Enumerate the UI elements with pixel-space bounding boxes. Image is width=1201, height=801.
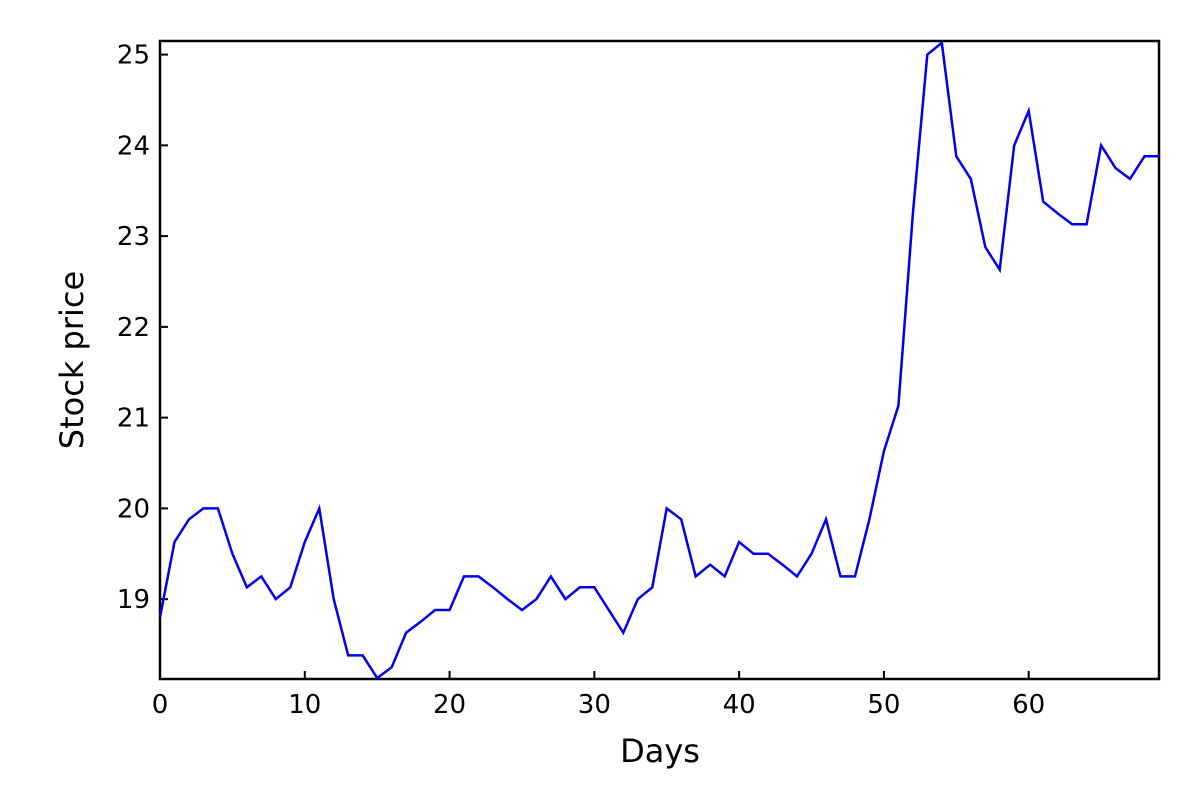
y-axis-ticks: 19 20 21 22 23 24 25 xyxy=(117,41,168,615)
y-tick-label: 20 xyxy=(117,494,150,524)
x-tick-label: 30 xyxy=(578,690,611,720)
y-tick-label: 21 xyxy=(117,404,150,434)
x-tick-label: 10 xyxy=(288,690,321,720)
x-tick-label: 50 xyxy=(867,690,900,720)
series-line xyxy=(158,40,1159,680)
y-tick-label: 23 xyxy=(117,222,150,252)
y-axis-label: Stock price xyxy=(53,271,91,449)
y-tick-label: 25 xyxy=(117,41,150,71)
plot-frame xyxy=(158,39,1161,681)
x-axis-ticks: 0 10 20 30 40 50 60 xyxy=(152,671,1045,720)
x-axis-label: Days xyxy=(620,732,700,770)
y-tick-label: 19 xyxy=(117,585,150,615)
y-tick-label: 22 xyxy=(117,313,150,343)
x-tick-label: 40 xyxy=(723,690,756,720)
x-tick-label: 0 xyxy=(152,690,169,720)
x-tick-label: 60 xyxy=(1012,690,1045,720)
y-tick-label: 24 xyxy=(117,131,150,161)
x-tick-label: 20 xyxy=(433,690,466,720)
